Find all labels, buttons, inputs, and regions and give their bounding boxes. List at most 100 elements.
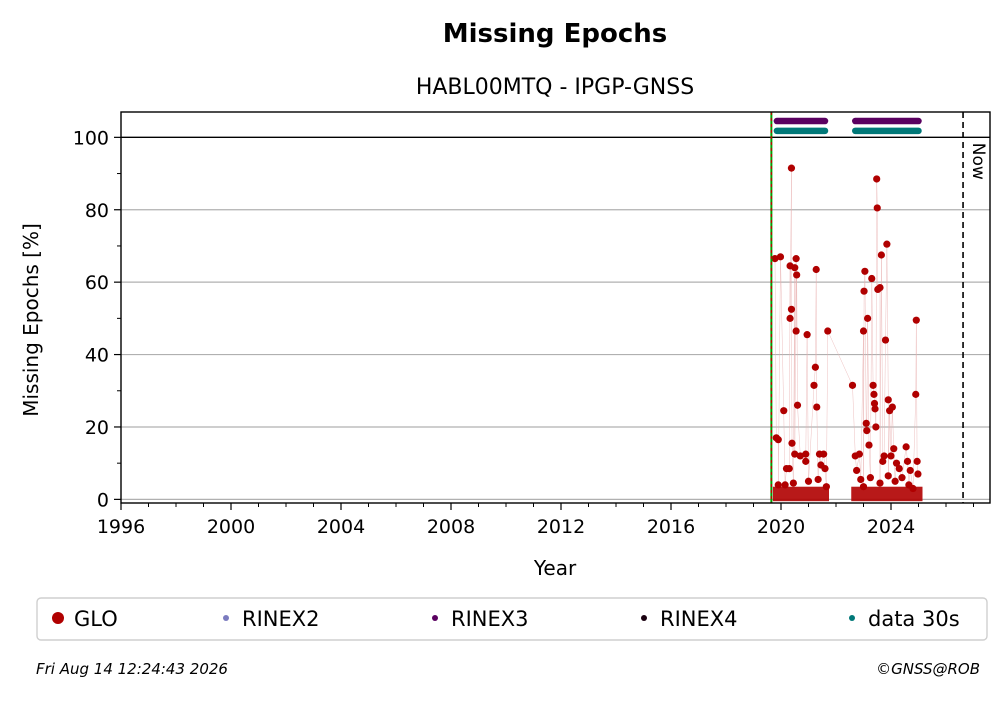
glo-point-31 [774,481,782,489]
glo-point-12 [787,305,796,313]
x-tick-label-2024: 2024 [867,516,915,538]
y-axis-label: Missing Epochs [%] [19,223,43,417]
glo-point-60 [880,452,888,460]
glo-point-37 [848,381,857,389]
glo-point-9 [791,264,799,272]
glo-point-47 [865,441,873,449]
glo-point-16 [791,450,799,458]
glo-point-50 [870,390,878,398]
x-tick-label-2020: 2020 [757,516,805,538]
x-axis-label: Year [533,556,577,580]
glo-point-13 [786,314,794,322]
glo-point-28 [820,450,828,458]
glo-point-0 [771,255,779,263]
glo-point-81 [884,472,892,480]
glo-point-54 [873,175,881,183]
glo-point-43 [861,267,869,275]
glo-point-22 [810,381,818,389]
glo-point-63 [884,396,892,404]
glo-point-76 [914,470,922,478]
glo-point-65 [887,452,895,460]
y-axis: 0 20 40 60 80 100 [73,127,121,511]
glo-point-10 [792,255,800,263]
legend-label-glo: GLO [74,607,118,631]
legend-marker-data30s [849,615,855,621]
glo-point-40 [855,450,863,458]
glo-point-73 [912,390,920,398]
now-line-label: Now [968,143,988,180]
glo-point-61 [881,336,890,344]
y-tick-label-80: 80 [85,200,109,222]
glo-point-36 [822,483,830,491]
glo-point-77 [857,475,865,484]
y-tick-label-0: 0 [97,489,109,511]
glo-point-53 [872,423,880,431]
glo-point-30 [824,327,832,335]
legend-label-rinex4: RINEX4 [660,607,738,631]
glo-point-2 [774,436,782,444]
glo-points [771,164,922,493]
glo-point-25 [813,403,821,411]
footer-credit: ©GNSS@ROB [876,660,980,678]
legend-label-rinex2: RINEX2 [242,607,320,631]
glo-point-35 [814,475,822,484]
glo-point-15 [788,439,796,447]
glo-point-14 [792,327,800,335]
glo-point-52 [871,405,879,413]
x-tick-label-2016: 2016 [647,516,695,538]
legend-marker-rinex4 [641,615,647,621]
y-tick-label-60: 60 [85,272,109,294]
glo-point-34 [804,477,813,485]
glo-point-42 [860,287,868,295]
y-tick-label-40: 40 [85,345,109,367]
glo-point-41 [859,327,868,335]
glo-point-67 [890,445,898,453]
legend-marker-rinex2 [223,615,229,621]
glo-point-74 [912,316,920,324]
footer-timestamp: Fri Aug 14 12:24:43 2026 [36,660,228,678]
data-bands [773,117,922,135]
glo-point-78 [859,483,868,491]
glo-point-3 [776,253,785,261]
glo-point-68 [892,459,901,467]
legend-box [36,597,988,641]
glo-point-59 [879,457,887,465]
glo-point-11 [793,271,801,279]
glo-point-44 [862,419,870,427]
glo-point-71 [903,457,912,465]
legend-marker-rinex3 [432,615,438,621]
glo-point-21 [802,450,810,458]
glo-point-80 [876,479,884,487]
x-tick-label-2008: 2008 [427,516,475,538]
glo-point-23 [811,363,819,371]
glo-point-83 [898,474,906,482]
glo-low-values-fill [772,486,923,502]
legend-label-data30s: data 30s [868,607,960,631]
glo-point-4 [780,407,788,415]
grid-lines [121,209,990,500]
glo-point-70 [902,443,910,451]
glo-point-29 [821,465,829,473]
glo-point-46 [864,314,872,322]
x-tick-label-2012: 2012 [537,516,585,538]
glo-point-6 [785,465,793,473]
glo-point-17 [793,401,802,409]
y-tick-label-100: 100 [73,127,109,149]
glo-point-48 [868,274,876,283]
glo-point-55 [873,204,881,212]
legend: GLO RINEX2 RINEX3 RINEX4 data 30s [36,597,988,641]
glo-point-58 [877,251,885,259]
x-axis: 1996 2000 2004 2008 2012 2016 2020 2024 [97,503,974,538]
glo-point-79 [866,474,874,482]
glo-point-66 [888,403,896,411]
glo-cluster-1 [851,486,923,502]
legend-label-rinex3: RINEX3 [451,607,529,631]
legend-marker-glo [52,612,64,624]
chart-subtitle: HABL00MTQ - IPGP-GNSS [416,75,694,100]
glo-point-7 [787,164,796,172]
glo-connector-lines [774,168,919,489]
glo-point-49 [869,381,877,389]
glo-point-57 [876,283,884,292]
y-tick-label-20: 20 [85,417,109,439]
